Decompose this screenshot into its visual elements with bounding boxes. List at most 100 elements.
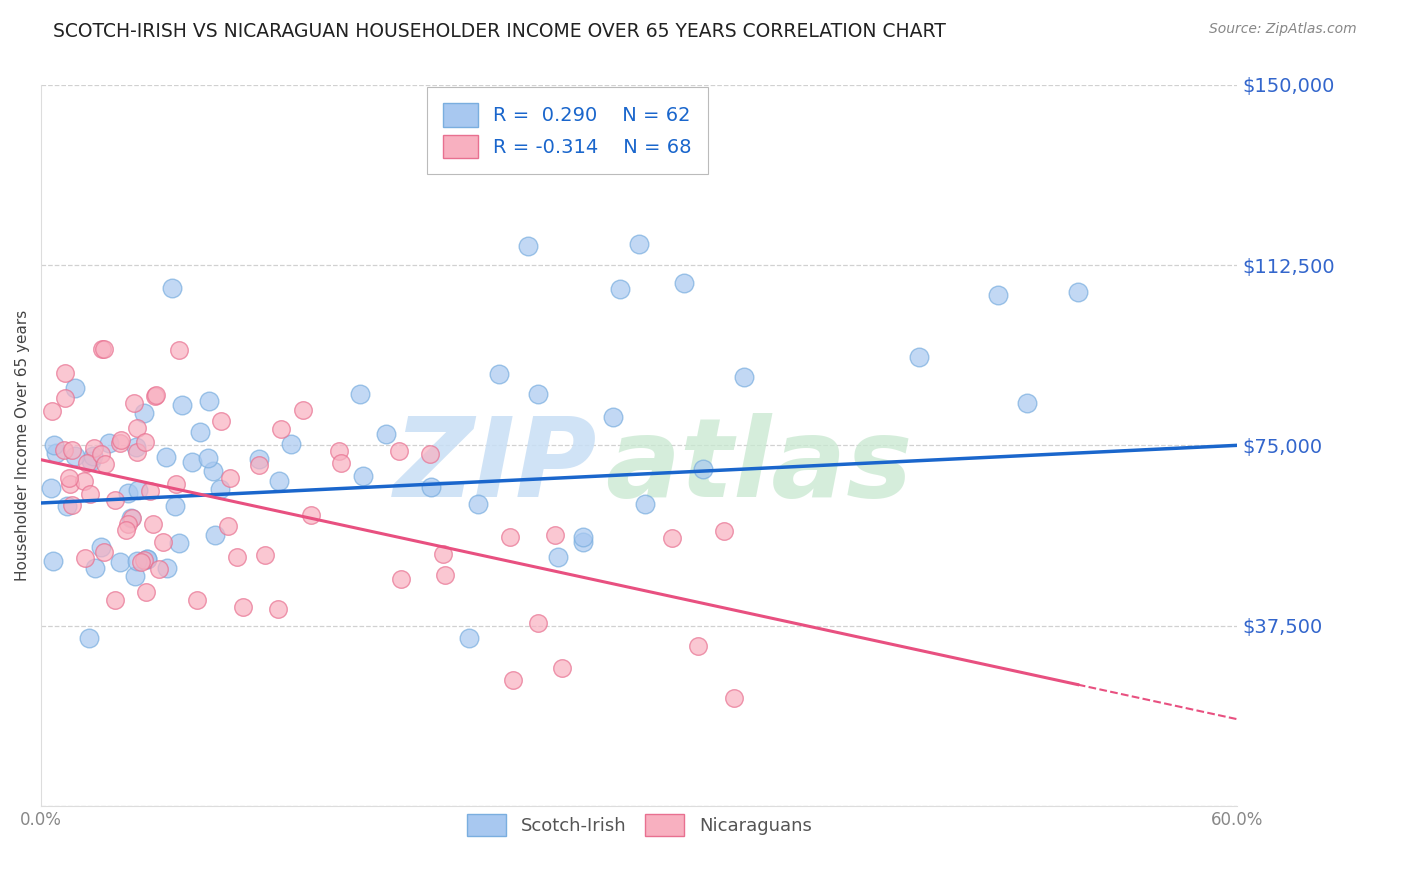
Point (291, 403, 314, 417)
Point (125, 444, 148, 458)
Text: ZIP: ZIP (394, 414, 598, 520)
Point (420, 480, 443, 494)
Point (45, 445, 67, 459)
Point (502, 673, 524, 687)
Point (63, 449, 86, 463)
Point (56, 499, 79, 513)
Point (181, 455, 204, 469)
Point (713, 524, 735, 539)
Point (103, 493, 125, 508)
Point (103, 593, 125, 607)
Point (197, 450, 219, 465)
Point (143, 389, 166, 403)
Point (517, 239, 540, 253)
Point (907, 350, 929, 364)
Point (218, 470, 240, 484)
Point (628, 236, 651, 251)
Point (156, 560, 179, 574)
Point (134, 435, 156, 450)
Point (53, 391, 76, 405)
Point (232, 599, 254, 614)
Point (217, 519, 239, 533)
Point (122, 396, 145, 410)
Point (60, 498, 83, 512)
Point (90, 447, 112, 461)
Point (165, 477, 187, 491)
Point (723, 690, 745, 705)
Point (349, 387, 371, 401)
Point (121, 511, 143, 525)
Point (93, 343, 115, 357)
Point (53, 442, 76, 457)
Point (136, 552, 159, 566)
Text: SCOTCH-IRISH VS NICARAGUAN HOUSEHOLDER INCOME OVER 65 YEARS CORRELATION CHART: SCOTCH-IRISH VS NICARAGUAN HOUSEHOLDER I… (53, 22, 946, 41)
Point (110, 555, 132, 569)
Point (202, 464, 225, 478)
Point (75, 551, 97, 566)
Point (93, 458, 115, 472)
Point (142, 516, 165, 531)
Point (124, 440, 146, 454)
Point (145, 388, 167, 402)
Point (204, 527, 226, 541)
Point (692, 462, 714, 476)
Point (97, 435, 120, 450)
Point (352, 469, 374, 483)
Point (375, 427, 398, 442)
Point (688, 639, 710, 653)
Point (148, 562, 170, 576)
Point (527, 387, 550, 401)
Point (167, 343, 190, 357)
Point (117, 517, 139, 532)
Point (267, 475, 290, 489)
Point (76, 457, 98, 471)
Point (572, 530, 595, 544)
Point (60, 443, 83, 458)
Point (987, 288, 1010, 302)
Point (134, 406, 156, 420)
Point (488, 368, 510, 382)
Text: atlas: atlas (605, 414, 912, 520)
Point (247, 452, 270, 467)
Point (129, 555, 152, 569)
Point (197, 393, 219, 408)
Point (170, 398, 193, 412)
Point (135, 552, 157, 566)
Point (77, 631, 100, 645)
Point (547, 549, 569, 564)
Point (115, 523, 138, 537)
Point (127, 483, 149, 498)
Point (63, 381, 86, 395)
Point (117, 486, 139, 500)
Point (53, 366, 76, 380)
Point (82, 450, 104, 464)
Point (73, 474, 96, 488)
Point (280, 437, 302, 451)
Point (120, 511, 142, 525)
Point (110, 433, 132, 447)
Point (134, 553, 156, 567)
Point (127, 554, 149, 568)
Point (299, 508, 322, 522)
Point (90, 541, 112, 555)
Y-axis label: Householder Income Over 65 years: Householder Income Over 65 years (15, 310, 30, 581)
Point (389, 572, 412, 586)
Point (124, 568, 146, 582)
Point (125, 420, 148, 434)
Point (499, 530, 522, 544)
Text: Source: ZipAtlas.com: Source: ZipAtlas.com (1209, 22, 1357, 37)
Point (59, 477, 82, 491)
Point (83, 441, 105, 455)
Point (1015, 395, 1038, 409)
Point (186, 593, 208, 607)
Point (634, 497, 657, 511)
Point (544, 528, 567, 542)
Point (609, 282, 631, 296)
Point (160, 280, 183, 294)
Point (551, 661, 574, 675)
Point (1067, 285, 1090, 299)
Point (602, 409, 624, 424)
Point (572, 535, 595, 549)
Point (39, 481, 62, 495)
Point (247, 458, 270, 473)
